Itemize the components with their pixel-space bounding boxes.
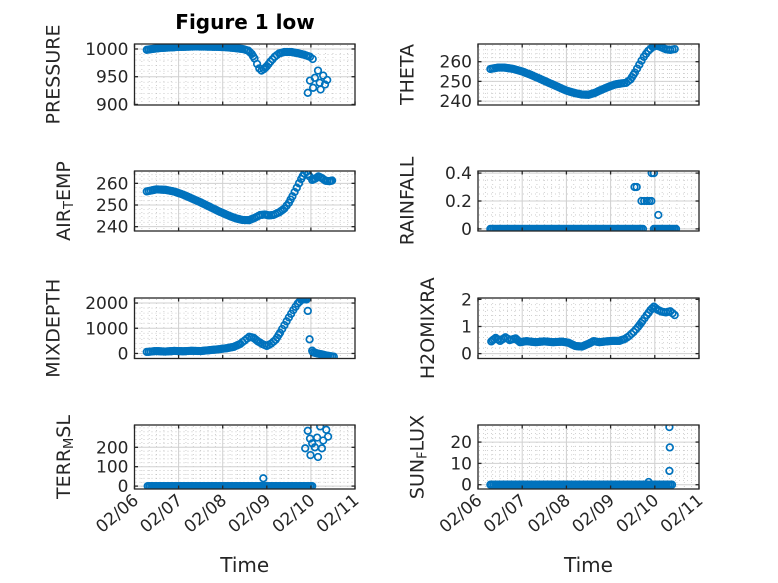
svg-text:1000: 1000 — [85, 319, 128, 339]
y-axis-label: PRESSURE — [43, 25, 65, 125]
data-series — [487, 302, 679, 351]
svg-text:2000: 2000 — [85, 294, 128, 314]
data-series — [143, 425, 333, 489]
y-axis-label: SUNFLUX — [407, 415, 431, 499]
data-series — [142, 44, 332, 97]
y-axis-label: TERRMSL — [53, 415, 77, 500]
axes-box — [133, 297, 356, 360]
subplot-terr_msl: 0100200TERRMSL02/0602/0702/0802/0902/100… — [53, 415, 363, 577]
svg-text:260: 260 — [96, 174, 128, 194]
subplot-pressure: 900 950 1000 PRESSURE — [43, 25, 356, 125]
svg-text:0: 0 — [118, 344, 129, 364]
data-series — [486, 44, 679, 99]
svg-text:260: 260 — [440, 53, 472, 73]
y-tick-labels: 0 0.2 0.4 — [445, 164, 472, 240]
svg-text:0.2: 0.2 — [445, 192, 472, 212]
y-tick-labels: 900 950 1000 — [85, 40, 128, 115]
svg-text:02/06: 02/06 — [92, 491, 142, 538]
svg-text:02/07: 02/07 — [136, 491, 186, 538]
svg-text:250: 250 — [440, 72, 472, 92]
y-axis-label: RAINFALL — [396, 156, 418, 245]
data-series — [142, 298, 338, 359]
time-axis-label: Time — [563, 553, 613, 577]
grid-major — [478, 298, 699, 359]
subplot-mixdepth: 0 1000 2000 MIXDEPTH — [43, 279, 356, 378]
svg-text:0.4: 0.4 — [445, 164, 472, 184]
svg-text:0: 0 — [461, 220, 472, 240]
grid-minor — [479, 426, 698, 488]
grid-minor — [135, 172, 354, 230]
svg-text:02/10: 02/10 — [613, 491, 663, 538]
svg-text:1000: 1000 — [85, 40, 128, 60]
grid-minor — [135, 45, 354, 104]
svg-text:240: 240 — [440, 92, 472, 112]
axes-box — [477, 170, 700, 232]
y-axis-label: H2OMIXRA — [417, 277, 439, 379]
y-axis-label: MIXDEPTH — [43, 279, 65, 378]
svg-text:02/09: 02/09 — [568, 491, 618, 538]
data-series — [486, 171, 681, 231]
svg-text:100: 100 — [96, 458, 128, 478]
axes-box — [477, 297, 700, 360]
svg-text:950: 950 — [96, 68, 128, 88]
svg-text:200: 200 — [96, 438, 128, 458]
svg-text:0: 0 — [118, 477, 129, 497]
svg-text:20: 20 — [450, 433, 472, 453]
svg-text:02/11: 02/11 — [313, 491, 363, 538]
figure-title: Figure 1 low — [175, 10, 315, 34]
svg-text:0: 0 — [461, 345, 472, 365]
svg-text:02/08: 02/08 — [524, 491, 574, 538]
subplot-rainfall: 0 0.2 0.4 RAINFALL — [396, 156, 700, 245]
svg-text:02/10: 02/10 — [269, 491, 319, 538]
y-tick-labels: 0 1000 2000 — [85, 294, 128, 364]
svg-text:02/07: 02/07 — [480, 491, 530, 538]
axes-box — [133, 424, 356, 490]
y-axis-label: AIRTEMP — [53, 161, 77, 241]
svg-text:240: 240 — [96, 218, 128, 238]
subplot-h2omixra: 0 1 2 H2OMIXRA — [417, 277, 700, 379]
time-axis-label: Time — [219, 553, 269, 577]
svg-text:02/11: 02/11 — [657, 491, 707, 538]
svg-text:02/06: 02/06 — [436, 491, 486, 538]
svg-text:2: 2 — [461, 290, 472, 310]
y-tick-labels: 0 1 2 — [461, 290, 472, 364]
data-series — [142, 171, 337, 225]
axes-box — [133, 170, 356, 232]
svg-text:1: 1 — [461, 317, 472, 337]
svg-text:02/09: 02/09 — [225, 491, 275, 538]
axes-box — [477, 43, 700, 106]
axes-box — [477, 424, 700, 490]
svg-text:250: 250 — [96, 196, 128, 216]
svg-text:10: 10 — [450, 454, 472, 474]
data-series — [486, 425, 677, 489]
y-axis-label: THETA — [396, 44, 418, 106]
svg-text:900: 900 — [96, 95, 128, 115]
axes-box — [133, 43, 356, 106]
svg-text:02/08: 02/08 — [181, 491, 231, 538]
svg-text:0: 0 — [461, 476, 472, 496]
